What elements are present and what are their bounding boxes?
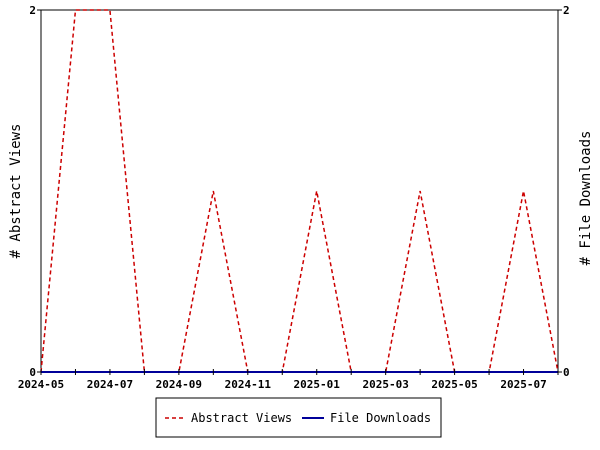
series-line-abstract-views <box>40 9 559 373</box>
x-tick-label: 2025-03 <box>362 378 408 391</box>
x-tick-label: 2025-05 <box>431 378 477 391</box>
x-tick-label: 2024-07 <box>87 378 133 391</box>
y-tick-label-right: 2 <box>563 4 570 17</box>
x-tick-label: 2025-01 <box>294 378 341 391</box>
plot-frame <box>40 9 559 373</box>
x-tick-label: 2024-11 <box>225 378 272 391</box>
x-tick-label: 2025-07 <box>500 378 546 391</box>
legend-label-abstract-views: Abstract Views <box>191 411 292 425</box>
plot-area <box>40 9 559 373</box>
y-tick-label-right: 0 <box>563 366 570 379</box>
y-tick-label-left: 0 <box>29 366 36 379</box>
y-axis-label-right: # File Downloads <box>578 131 594 266</box>
x-tick-label: 2024-09 <box>156 378 202 391</box>
x-axis-ticks: 2024-05 2024-07 2024-09 2024-11 2025-01 2025-… <box>18 369 559 391</box>
series-layer <box>40 9 559 373</box>
legend-box <box>155 397 442 438</box>
y-axis-label-left: # Abstract Views <box>8 124 24 259</box>
x-tick-label: 2024-05 <box>18 378 64 391</box>
y-tick-label-left: 2 <box>29 4 36 17</box>
y-axis-ticks: 0 0 2 2 <box>29 4 569 379</box>
legend: Abstract Views File Downloads <box>155 397 442 438</box>
legend-label-file-downloads: File Downloads <box>330 411 431 425</box>
